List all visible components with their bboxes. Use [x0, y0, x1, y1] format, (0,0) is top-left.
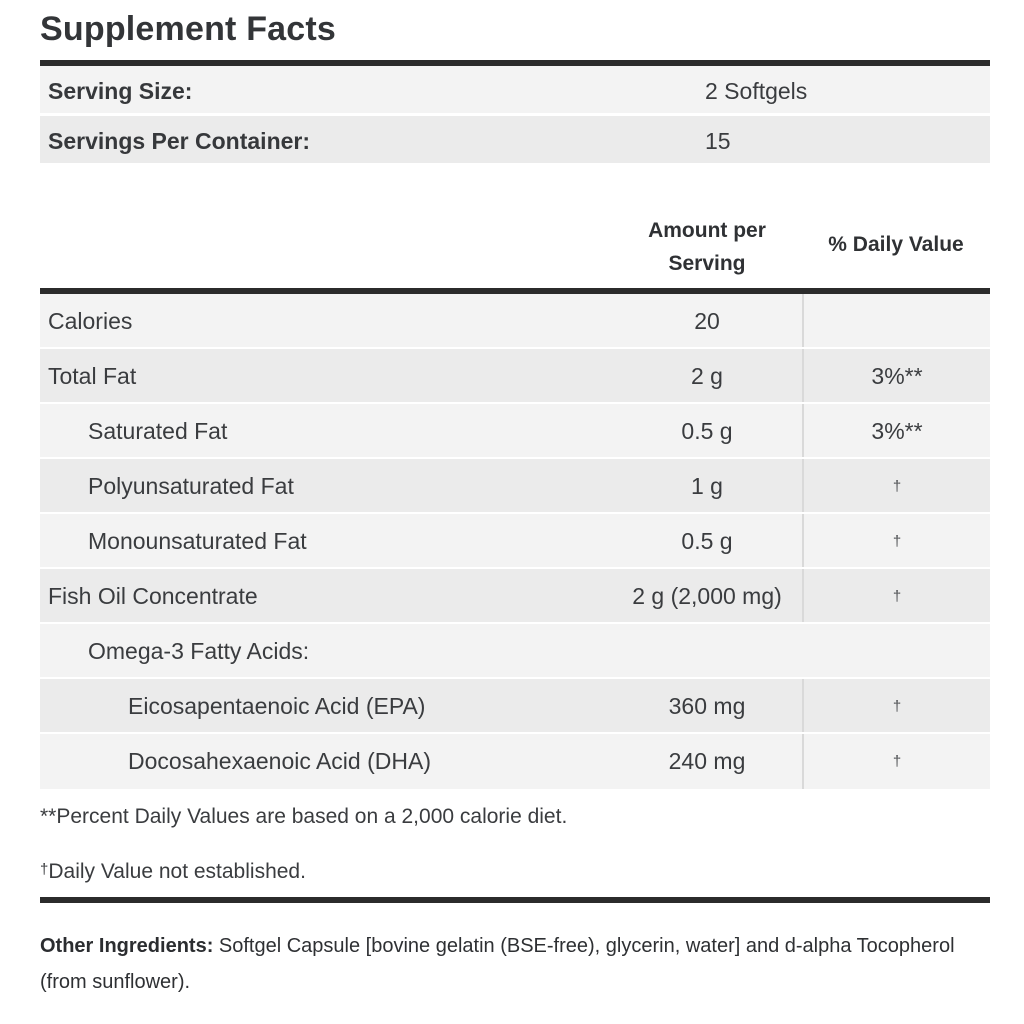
amount-per-serving-header: Amount per Serving: [587, 214, 827, 280]
row-daily-value-dagger: †: [802, 679, 990, 732]
row-daily-value-dagger: †: [802, 514, 990, 567]
daily-value-header: % Daily Value: [828, 233, 964, 256]
nutrients-table: Calories 20 Total Fat 2 g 3%** Saturated…: [40, 294, 990, 789]
row-amount: 0.5 g: [681, 418, 733, 444]
serving-info-section: Serving Size: 2 Softgels Servings Per Co…: [40, 66, 990, 166]
row-label: Total Fat: [48, 363, 137, 389]
footnote-daily-value-not-established: †Daily Value not established.: [40, 856, 990, 886]
header-rule: [40, 288, 990, 294]
row-amount: 360 mg: [668, 693, 746, 719]
row-daily-value: [802, 294, 990, 347]
row-daily-value: 3%**: [802, 349, 990, 402]
row-amount: 20: [694, 308, 720, 334]
row-label: Calories: [48, 308, 133, 334]
row-label: Polyunsaturated Fat: [88, 473, 294, 499]
table-row-polyunsaturated-fat: Polyunsaturated Fat 1 g †: [40, 459, 990, 514]
table-header-block: Amount per Serving % Daily Value: [40, 166, 990, 288]
row-daily-value-dagger: †: [802, 459, 990, 512]
row-label: Docosahexaenoic Acid (DHA): [128, 748, 431, 774]
other-ingredients-section: Other Ingredients: Softgel Capsule [bovi…: [40, 928, 990, 1000]
serving-size-label: Serving Size:: [48, 78, 193, 104]
table-row-total-fat: Total Fat 2 g 3%**: [40, 349, 990, 404]
table-row-fish-oil-concentrate: Fish Oil Concentrate 2 g (2,000 mg) †: [40, 569, 990, 624]
row-daily-value-dagger: †: [802, 569, 990, 622]
other-ingredients-text: Softgel Capsule [bovine gelatin (BSE-fre…: [40, 935, 955, 993]
row-label: Monounsaturated Fat: [88, 528, 307, 554]
serving-size-value: 2 Softgels: [705, 78, 808, 104]
bottom-rule: [40, 897, 990, 903]
servings-per-container-value: 15: [705, 128, 731, 154]
table-row-calories: Calories 20: [40, 294, 990, 349]
row-label: Saturated Fat: [88, 418, 228, 444]
table-row-omega3-fatty-acids: Omega-3 Fatty Acids:: [40, 624, 990, 679]
row-daily-value-dagger: †: [802, 734, 990, 789]
row-amount: 2 g (2,000 mg): [632, 583, 782, 609]
row-amount: 0.5 g: [681, 528, 733, 554]
footnote-percent-daily-values: **Percent Daily Values are based on a 2,…: [40, 803, 990, 831]
other-ingredients-label: Other Ingredients:: [40, 935, 214, 957]
table-row-dha: Docosahexaenoic Acid (DHA) 240 mg †: [40, 734, 990, 789]
table-row-epa: Eicosapentaenoic Acid (EPA) 360 mg †: [40, 679, 990, 734]
servings-per-container-label: Servings Per Container:: [48, 128, 311, 154]
supplement-facts-panel: Supplement Facts Serving Size: 2 Softgel…: [40, 10, 990, 1000]
row-amount: 2 g: [691, 363, 723, 389]
table-row-monounsaturated-fat: Monounsaturated Fat 0.5 g †: [40, 514, 990, 569]
row-label: Omega-3 Fatty Acids:: [88, 638, 310, 664]
footnote-text: Daily Value not established.: [48, 860, 306, 883]
row-daily-value: 3%**: [802, 404, 990, 457]
serving-size-row: Serving Size: 2 Softgels: [40, 66, 990, 116]
footnote-text: Percent Daily Values are based on a 2,00…: [56, 805, 568, 828]
row-amount: 1 g: [691, 473, 723, 499]
page-title: Supplement Facts: [40, 10, 337, 48]
amount-header-line1: Amount per: [648, 219, 766, 242]
footnotes-section: **Percent Daily Values are based on a 2,…: [40, 789, 990, 886]
table-row-saturated-fat: Saturated Fat 0.5 g 3%**: [40, 404, 990, 459]
top-rule: [40, 60, 990, 66]
asterisk-marker: **: [40, 805, 57, 828]
row-label: Eicosapentaenoic Acid (EPA): [128, 693, 426, 719]
row-label: Fish Oil Concentrate: [48, 583, 258, 609]
dagger-marker: †: [40, 861, 49, 878]
servings-per-container-row: Servings Per Container: 15: [40, 116, 990, 166]
amount-header-line2: Serving: [668, 252, 746, 275]
row-amount: 240 mg: [668, 748, 746, 774]
